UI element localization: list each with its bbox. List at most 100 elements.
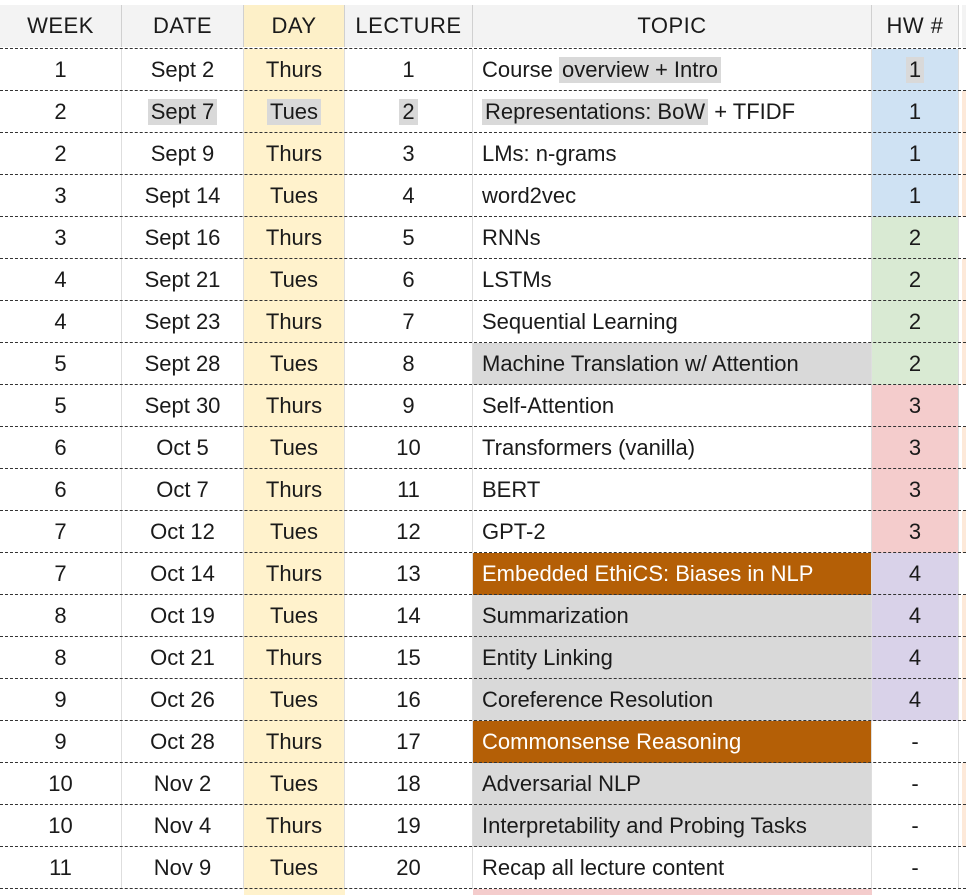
topic-cell[interactable]: Adversarial NLP (473, 763, 872, 805)
lecture-cell[interactable]: 6 (345, 259, 473, 301)
day-cell[interactable]: Tues (244, 763, 345, 805)
date-cell[interactable]: Nov 2 (122, 763, 244, 805)
topic-cell[interactable]: Coreference Resolution (473, 679, 872, 721)
header-topic[interactable]: TOPIC (473, 5, 872, 47)
date-cell[interactable]: Oct 19 (122, 595, 244, 637)
day-cell[interactable]: Tues (244, 427, 345, 469)
lecture-cell[interactable]: 11 (345, 469, 473, 511)
header-day[interactable]: DAY (244, 5, 345, 47)
week-cell[interactable]: 2 (0, 91, 122, 133)
lecture-cell[interactable]: 1 (345, 49, 473, 91)
hw-cell[interactable]: 4 (872, 637, 959, 679)
week-cell[interactable]: 1 (0, 49, 122, 91)
week-cell[interactable]: 3 (0, 217, 122, 259)
topic-cell[interactable]: Commonsense Reasoning (473, 721, 872, 763)
lecture-cell[interactable]: 16 (345, 679, 473, 721)
hw-cell[interactable]: 2 (872, 301, 959, 343)
date-cell[interactable]: Oct 12 (122, 511, 244, 553)
week-cell[interactable]: 3 (0, 175, 122, 217)
header-lecture[interactable]: LECTURE (345, 5, 473, 47)
date-cell[interactable]: Oct 5 (122, 427, 244, 469)
day-cell[interactable]: Thurs (244, 301, 345, 343)
hw-cell[interactable]: 3 (872, 511, 959, 553)
lecture-cell[interactable]: 13 (345, 553, 473, 595)
lecture-cell[interactable]: 10 (345, 427, 473, 469)
lecture-cell[interactable]: 7 (345, 301, 473, 343)
hw-cell[interactable]: 4 (872, 553, 959, 595)
topic-cell[interactable]: Summarization (473, 595, 872, 637)
day-cell[interactable]: Thurs (244, 385, 345, 427)
lecture-cell[interactable]: 20 (345, 847, 473, 889)
date-cell[interactable]: Nov 9 (122, 847, 244, 889)
date-cell[interactable]: Sept 16 (122, 217, 244, 259)
date-cell[interactable]: Sept 21 (122, 259, 244, 301)
hw-cell[interactable]: 2 (872, 259, 959, 301)
topic-cell[interactable]: Embedded EthiCS: Biases in NLP (473, 553, 872, 595)
date-cell[interactable]: Sept 2 (122, 49, 244, 91)
lecture-cell[interactable]: 15 (345, 637, 473, 679)
day-cell[interactable]: Tues (244, 175, 345, 217)
week-cell[interactable]: 5 (0, 343, 122, 385)
day-cell[interactable]: Thurs (244, 721, 345, 763)
header-hw[interactable]: HW # (872, 5, 959, 47)
day-cell[interactable]: Tues (244, 259, 345, 301)
hw-cell[interactable]: 4 (872, 679, 959, 721)
hw-cell[interactable]: 3 (872, 469, 959, 511)
week-cell[interactable]: 8 (0, 637, 122, 679)
date-cell[interactable]: Sept 7 (122, 91, 244, 133)
day-cell[interactable]: Tues (244, 511, 345, 553)
lecture-cell[interactable]: 4 (345, 175, 473, 217)
hw-cell[interactable]: - (872, 721, 959, 763)
hw-cell[interactable]: - (872, 805, 959, 847)
week-cell[interactable]: 7 (0, 511, 122, 553)
header-week[interactable]: WEEK (0, 5, 122, 47)
topic-cell[interactable]: GPT-2 (473, 511, 872, 553)
topic-cell[interactable]: Recap all lecture content (473, 847, 872, 889)
hw-cell[interactable]: 4 (872, 595, 959, 637)
topic-cell[interactable]: RNNs (473, 217, 872, 259)
day-cell[interactable]: Thurs (244, 637, 345, 679)
topic-cell[interactable]: BERT (473, 469, 872, 511)
topic-cell[interactable]: LMs: n-grams (473, 133, 872, 175)
week-cell[interactable]: 10 (0, 805, 122, 847)
day-cell[interactable]: Thurs (244, 469, 345, 511)
week-cell[interactable]: 8 (0, 595, 122, 637)
day-cell[interactable]: Thurs (244, 553, 345, 595)
hw-cell[interactable]: 3 (872, 385, 959, 427)
lecture-cell[interactable]: 2 (345, 91, 473, 133)
topic-cell[interactable]: Self-Attention (473, 385, 872, 427)
hw-cell[interactable]: 2 (872, 217, 959, 259)
day-cell[interactable]: Tues (244, 343, 345, 385)
week-cell[interactable]: 10 (0, 763, 122, 805)
date-cell[interactable]: Sept 9 (122, 133, 244, 175)
date-cell[interactable]: Oct 14 (122, 553, 244, 595)
week-cell[interactable]: 5 (0, 385, 122, 427)
week-cell[interactable]: 4 (0, 301, 122, 343)
topic-cell[interactable]: Transformers (vanilla) (473, 427, 872, 469)
week-cell[interactable]: 6 (0, 469, 122, 511)
day-cell[interactable]: Thurs (244, 133, 345, 175)
topic-cell[interactable]: Representations: BoW + TFIDF (473, 91, 872, 133)
date-cell[interactable]: Sept 28 (122, 343, 244, 385)
day-cell[interactable]: Tues (244, 595, 345, 637)
topic-cell[interactable]: Machine Translation w/ Attention (473, 343, 872, 385)
lecture-cell[interactable]: 18 (345, 763, 473, 805)
week-cell[interactable]: 4 (0, 259, 122, 301)
date-cell[interactable]: Oct 7 (122, 469, 244, 511)
topic-cell[interactable]: LSTMs (473, 259, 872, 301)
hw-cell[interactable]: 1 (872, 91, 959, 133)
date-cell[interactable]: Sept 14 (122, 175, 244, 217)
day-cell[interactable]: Tues (244, 91, 345, 133)
hw-cell[interactable]: - (872, 847, 959, 889)
week-cell[interactable]: 9 (0, 721, 122, 763)
lecture-cell[interactable]: 9 (345, 385, 473, 427)
topic-cell[interactable]: Course overview + Intro (473, 49, 872, 91)
topic-cell[interactable]: Interpretability and Probing Tasks (473, 805, 872, 847)
week-cell[interactable]: 9 (0, 679, 122, 721)
hw-cell[interactable]: 3 (872, 427, 959, 469)
lecture-cell[interactable]: 17 (345, 721, 473, 763)
topic-cell[interactable]: Sequential Learning (473, 301, 872, 343)
lecture-cell[interactable]: 8 (345, 343, 473, 385)
week-cell[interactable]: 6 (0, 427, 122, 469)
date-cell[interactable]: Oct 26 (122, 679, 244, 721)
